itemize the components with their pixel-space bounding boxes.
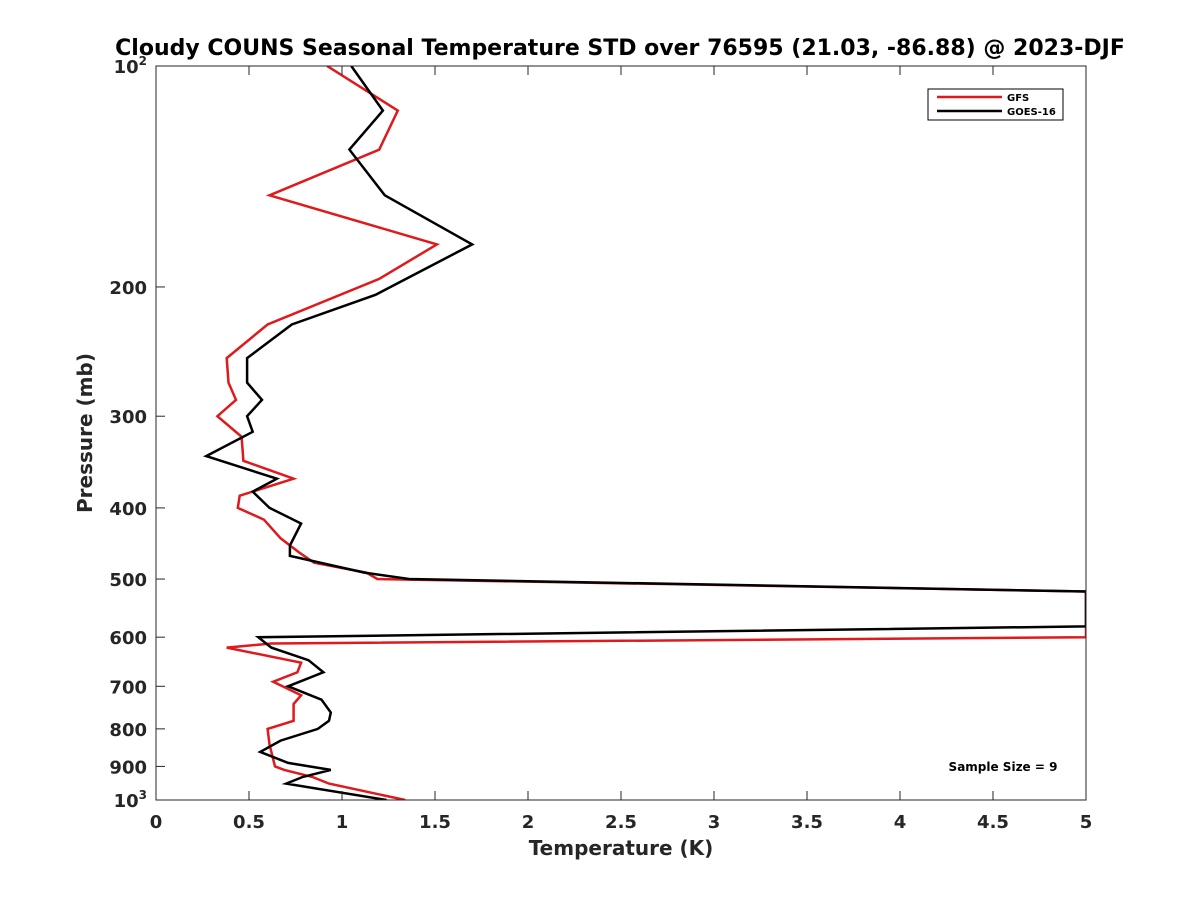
y-tick-label: 200 [109,278,147,299]
chart-title: Cloudy COUNS Seasonal Temperature STD ov… [115,36,1125,61]
legend-box [927,88,1064,121]
x-axis-label: Temperature (K) [529,836,714,860]
legend-label-gfs: GFS [1007,93,1029,104]
sample-size-annotation: Sample Size = 9 [949,760,1058,774]
y-tick-label: 900 [109,757,147,778]
x-tick-label: 2 [522,812,535,833]
x-tick-label: 5 [1080,812,1093,833]
y-tick-label: 700 [109,677,147,698]
x-tick-label: 0 [150,812,163,833]
x-tick-label: 3 [708,812,721,833]
x-tick-label: 0.5 [233,812,265,833]
y-tick-label: 500 [109,570,147,591]
y-tick-label: 300 [109,407,147,428]
y-tick-label: 600 [109,628,147,649]
x-tick-label: 2.5 [605,812,637,833]
legend-label-goes16: GOES-16 [1007,107,1056,118]
legend: GFS GOES-16 [927,88,1064,121]
x-tick-label: 4 [894,812,907,833]
x-tick-label: 4.5 [977,812,1009,833]
y-tick-label: 800 [109,720,147,741]
y-axis-label: Pressure (mb) [73,353,97,513]
x-tick-label: 1.5 [419,812,451,833]
series-layer [202,66,1086,800]
series-line-goes16 [202,66,1086,800]
y-tick-label: 400 [109,499,147,520]
x-tick-label: 1 [336,812,349,833]
x-tick-label: 3.5 [791,812,823,833]
